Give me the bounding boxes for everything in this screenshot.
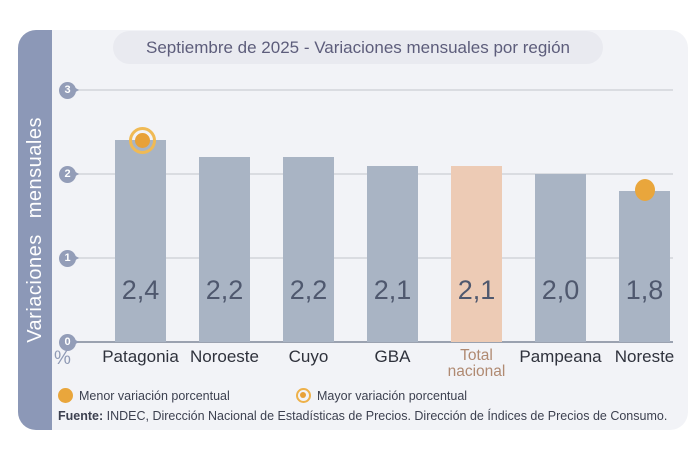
y-axis-tick-3: 3 bbox=[59, 81, 79, 99]
menor-marker-icon bbox=[58, 388, 73, 403]
legend-menor-label: Menor variación porcentual bbox=[79, 388, 230, 403]
legend-item-menor: Menor variación porcentual bbox=[58, 388, 230, 403]
bar-value-noreste: 1,8 bbox=[625, 275, 664, 305]
chart-legend: Menor variación porcentual Mayor variaci… bbox=[58, 388, 658, 406]
legend-item-mayor: Mayor variación porcentual bbox=[296, 388, 467, 403]
bar-chart-plot: % 3 2 1 0 2,4 Patagonia 2,2 Noroeste 2,2 Cuyo 2,1 G… bbox=[18, 30, 688, 430]
chart-title: Septiembre de 2025 - Variaciones mensual… bbox=[146, 37, 570, 57]
source-note: Fuente: INDEC, Dirección Nacional de Est… bbox=[58, 409, 667, 423]
mayor-marker-icon bbox=[296, 388, 311, 403]
x-axis-label-noreste: Noreste bbox=[614, 347, 675, 366]
bar-value-noroeste: 2,2 bbox=[205, 275, 244, 305]
y-axis-title-band: Variaciones mensuales bbox=[18, 30, 52, 430]
y-axis-tick-2: 2 bbox=[59, 165, 79, 183]
bar-noroeste bbox=[199, 157, 250, 342]
bar-value-gba: 2,1 bbox=[373, 275, 412, 305]
mayor-variacion-marker-icon bbox=[129, 126, 156, 154]
x-axis-label-noroeste: Noroeste bbox=[190, 347, 259, 366]
y-axis-tick-0: 0 bbox=[59, 333, 79, 351]
gridline-y0 bbox=[74, 341, 673, 343]
bar-value-total-nacional: 2,1 bbox=[457, 275, 496, 305]
x-axis-label-cuyo: Cuyo bbox=[288, 347, 329, 366]
bar-value-pampeana: 2,0 bbox=[541, 275, 580, 305]
bar-value-cuyo: 2,2 bbox=[289, 275, 328, 305]
chart-card: Variaciones mensuales Septiembre de 2025… bbox=[18, 30, 688, 430]
y-axis-tick-1: 1 bbox=[59, 249, 79, 267]
bar-pampeana bbox=[535, 174, 586, 342]
bar-noreste bbox=[619, 190, 670, 342]
x-axis-label-gba: GBA bbox=[374, 347, 411, 366]
bar-patagonia bbox=[115, 140, 166, 342]
percent-axis-unit: % bbox=[54, 348, 71, 369]
source-label: Fuente: bbox=[58, 409, 104, 423]
source-text: INDEC, Dirección Nacional de Estadística… bbox=[106, 409, 668, 423]
x-axis-label-patagonia: Patagonia bbox=[102, 347, 179, 366]
menor-variacion-marker-icon bbox=[634, 178, 655, 201]
bar-total-nacional bbox=[451, 165, 502, 342]
legend-mayor-label: Mayor variación porcentual bbox=[317, 388, 468, 403]
bar-cuyo bbox=[283, 157, 334, 342]
bar-gba bbox=[367, 165, 418, 342]
x-axis-label-total-nacional: Total nacional bbox=[447, 347, 506, 380]
gridline-y3 bbox=[74, 89, 673, 91]
bar-value-patagonia: 2,4 bbox=[121, 275, 160, 305]
chart-title-pill: Septiembre de 2025 - Variaciones mensual… bbox=[113, 31, 603, 64]
x-axis-label-pampeana: Pampeana bbox=[519, 347, 602, 366]
